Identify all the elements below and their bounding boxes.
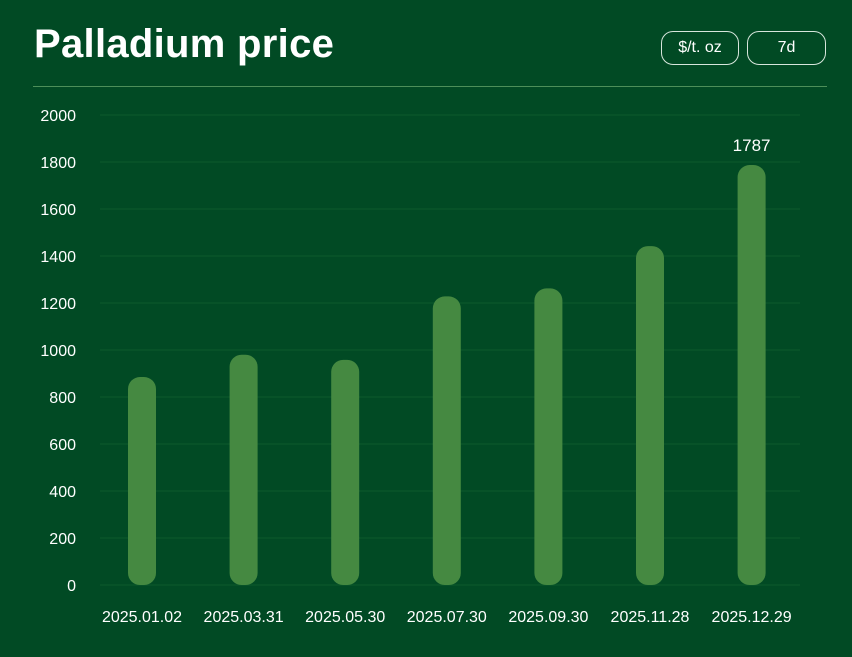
bar-2025.03.31[interactable] [229, 354, 258, 585]
y-tick-label: 400 [49, 484, 76, 501]
y-tick-label: 1000 [40, 343, 76, 360]
y-tick-label: 200 [49, 531, 76, 548]
bar-2025.09.30[interactable] [534, 288, 563, 585]
x-tick-label: 2025.11.28 [611, 609, 690, 626]
bar-2025.05.30[interactable] [331, 359, 360, 585]
bar-2025.07.30[interactable] [432, 296, 461, 585]
y-tick-label: 800 [49, 390, 76, 407]
x-tick-label: 2025.05.30 [305, 609, 385, 626]
bars [128, 165, 766, 585]
y-tick-label: 1200 [40, 296, 76, 313]
bar-2025.12.29[interactable] [737, 165, 766, 585]
y-tick-label: 600 [49, 437, 76, 454]
x-tick-label: 2025.09.30 [508, 609, 588, 626]
y-tick-label: 0 [67, 578, 76, 595]
data-labels: 1787 [733, 136, 771, 155]
x-axis: 2025.01.02 2025.03.31 2025.05.30 2025.07.30… [102, 609, 792, 626]
y-axis: 0 200 400 600 800 1000 1200 1400 1600 1800 2000 [40, 108, 76, 595]
y-tick-label: 1600 [40, 202, 76, 219]
unit-selector-button[interactable]: $/t. oz [661, 31, 739, 65]
x-tick-label: 2025.12.29 [712, 609, 792, 626]
header-divider [33, 86, 827, 87]
time-range-button[interactable]: 7d [747, 31, 826, 65]
y-tick-label: 2000 [40, 108, 76, 125]
bar-2025.01.02[interactable] [128, 377, 156, 585]
data-label: 1787 [733, 136, 771, 155]
bar-2025.11.28[interactable] [636, 246, 664, 585]
y-tick-label: 1800 [40, 155, 76, 172]
x-tick-label: 2025.01.02 [102, 609, 182, 626]
y-tick-label: 1400 [40, 249, 76, 266]
x-tick-label: 2025.07.30 [407, 609, 487, 626]
x-tick-label: 2025.03.31 [204, 609, 284, 626]
page-title: Palladium price [34, 22, 335, 66]
